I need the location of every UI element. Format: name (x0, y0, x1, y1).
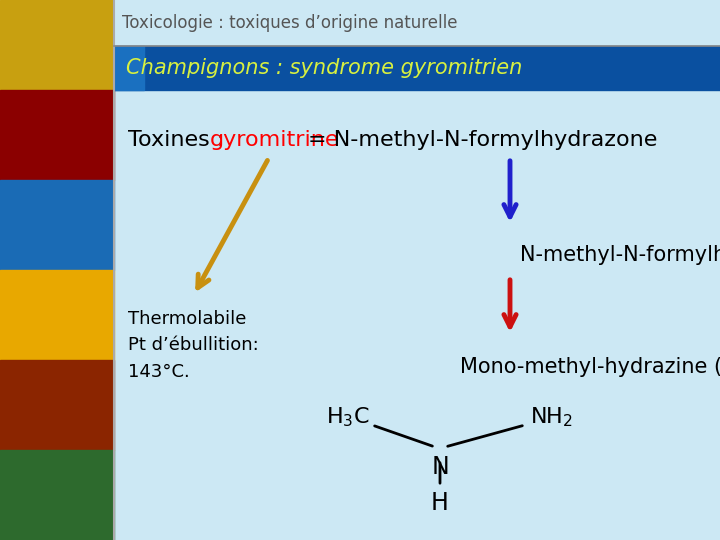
Bar (0, 0, 114, 90)
Text: H$_3$C: H$_3$C (326, 405, 370, 429)
Text: Toxicologie : toxiques d’origine naturelle: Toxicologie : toxiques d’origine naturel… (122, 14, 457, 32)
Text: gyromitrine: gyromitrine (210, 130, 339, 150)
Text: N-methyl-N-formylhydrazine (MFH): N-methyl-N-formylhydrazine (MFH) (520, 245, 720, 265)
Text: = N-methyl-N-formylhydrazone: = N-methyl-N-formylhydrazone (307, 130, 657, 150)
Bar (0, 180, 114, 270)
Bar (0, 450, 114, 540)
Text: Mono-methyl-hydrazine (MMH): Mono-methyl-hydrazine (MMH) (460, 357, 720, 377)
Text: Champignons : syndrome gyromitrien: Champignons : syndrome gyromitrien (126, 58, 522, 78)
Text: N: N (431, 455, 449, 479)
Text: NH$_2$: NH$_2$ (530, 405, 573, 429)
Text: H: H (431, 491, 449, 515)
Bar (0, 270, 114, 360)
Text: Thermolabile
Pt d’ébullition:
143°C.: Thermolabile Pt d’ébullition: 143°C. (127, 310, 258, 381)
Bar (0, 360, 114, 450)
Bar (114, 46, 144, 90)
Bar (114, 46, 720, 90)
Bar (0, 90, 114, 180)
Bar (114, 0, 720, 46)
Text: Toxines :: Toxines : (127, 130, 231, 150)
